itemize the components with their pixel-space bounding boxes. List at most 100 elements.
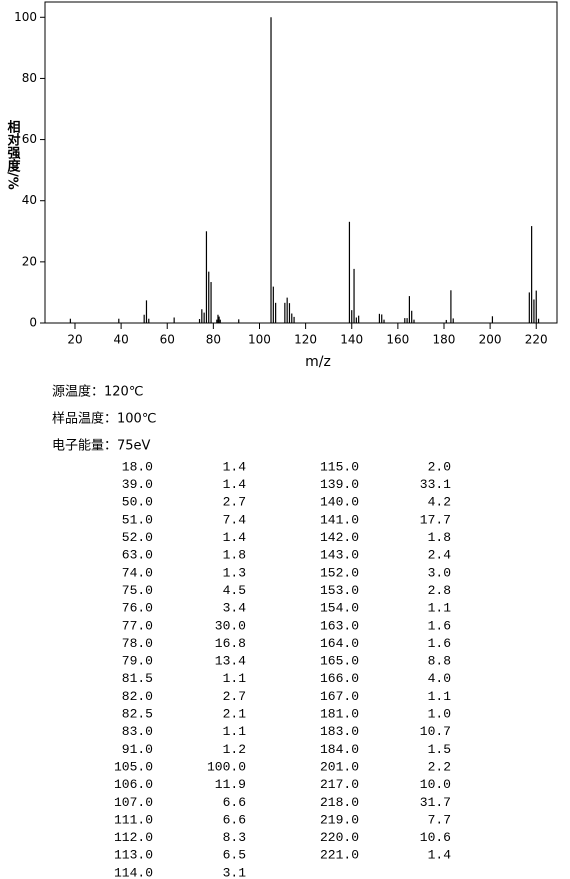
x-tick-label: 160 <box>386 333 409 347</box>
x-tick-label: 220 <box>525 333 548 347</box>
mass: 63.0 <box>122 548 153 563</box>
mass: 165.0 <box>320 654 359 669</box>
x-axis-label: m/z <box>305 354 331 370</box>
mass: 76.0 <box>122 601 153 616</box>
intensity: 1.1 <box>428 689 452 704</box>
intensity: 4.5 <box>223 583 246 598</box>
mass: 218.0 <box>320 795 359 810</box>
x-tick-label: 140 <box>340 333 363 347</box>
mass: 153.0 <box>320 583 359 598</box>
info-line: 样品温度：100℃ <box>52 411 156 427</box>
intensity: 10.6 <box>420 830 451 845</box>
x-tick-label: 80 <box>206 333 221 347</box>
intensity: 2.2 <box>428 759 451 774</box>
mass: 77.0 <box>122 618 153 633</box>
mass: 152.0 <box>320 565 359 580</box>
y-axis-label: 相对强度/% <box>5 119 21 189</box>
mass: 51.0 <box>122 512 153 527</box>
mass: 78.0 <box>122 636 153 651</box>
intensity: 1.3 <box>223 565 246 580</box>
intensity: 1.4 <box>223 530 247 545</box>
intensity: 16.8 <box>215 636 246 651</box>
x-tick-label: 40 <box>113 333 128 347</box>
mass: 154.0 <box>320 601 359 616</box>
mass: 201.0 <box>320 759 359 774</box>
info-line: 电子能量：75eV <box>52 439 151 454</box>
mass: 220.0 <box>320 830 359 845</box>
y-tick-label: 100 <box>14 10 37 24</box>
plot-frame <box>44 1 558 324</box>
mass: 113.0 <box>114 848 153 863</box>
intensity: 1.6 <box>428 636 451 651</box>
mass: 143.0 <box>320 548 359 563</box>
intensity: 6.6 <box>223 812 246 827</box>
info-line: 源温度：120℃ <box>52 384 143 400</box>
intensity: 1.6 <box>428 618 451 633</box>
intensity: 11.9 <box>215 777 246 792</box>
y-tick-label: 40 <box>22 193 37 207</box>
intensity: 1.4 <box>223 477 247 492</box>
intensity: 1.4 <box>223 459 247 474</box>
intensity: 2.8 <box>428 583 451 598</box>
mass: 184.0 <box>320 742 359 757</box>
intensity: 30.0 <box>215 618 246 633</box>
mass: 82.5 <box>122 707 153 722</box>
mass: 91.0 <box>122 742 153 757</box>
intensity: 10.7 <box>420 724 451 739</box>
intensity: 1.8 <box>223 548 246 563</box>
x-tick-label: 20 <box>67 333 82 347</box>
intensity: 1.4 <box>428 848 452 863</box>
mass: 166.0 <box>320 671 359 686</box>
mass: 52.0 <box>122 530 153 545</box>
intensity: 6.5 <box>223 848 246 863</box>
intensity: 33.1 <box>420 477 451 492</box>
intensity: 2.4 <box>428 548 452 563</box>
intensity: 1.2 <box>223 742 246 757</box>
mass: 82.0 <box>122 689 153 704</box>
mass: 181.0 <box>320 707 359 722</box>
mass: 111.0 <box>114 812 153 827</box>
intensity: 1.1 <box>428 601 452 616</box>
mass: 75.0 <box>122 583 153 598</box>
intensity: 2.7 <box>223 689 246 704</box>
mass: 18.0 <box>122 459 153 474</box>
mass: 163.0 <box>320 618 359 633</box>
intensity: 2.0 <box>428 459 451 474</box>
mass: 139.0 <box>320 477 359 492</box>
mass: 219.0 <box>320 812 359 827</box>
mass: 167.0 <box>320 689 359 704</box>
intensity: 17.7 <box>420 512 451 527</box>
mass: 140.0 <box>320 495 359 510</box>
mass: 221.0 <box>320 848 359 863</box>
y-tick-label: 60 <box>22 132 37 146</box>
intensity: 4.2 <box>428 495 451 510</box>
mass: 141.0 <box>320 512 359 527</box>
x-tick-label: 180 <box>433 333 456 347</box>
intensity: 8.3 <box>223 830 246 845</box>
intensity: 3.1 <box>223 865 247 879</box>
x-tick-label: 100 <box>248 333 271 347</box>
intensity: 3.0 <box>428 565 451 580</box>
mass: 112.0 <box>114 830 153 845</box>
intensity: 2.7 <box>223 495 246 510</box>
mass: 164.0 <box>320 636 359 651</box>
mass: 217.0 <box>320 777 359 792</box>
mass: 79.0 <box>122 654 153 669</box>
y-tick-label: 80 <box>22 71 37 85</box>
mass: 142.0 <box>320 530 359 545</box>
mass: 106.0 <box>114 777 153 792</box>
mass: 105.0 <box>114 759 153 774</box>
x-tick-label: 60 <box>160 333 175 347</box>
y-tick-label: 20 <box>22 254 37 268</box>
mass: 107.0 <box>114 795 153 810</box>
intensity: 7.4 <box>223 512 247 527</box>
y-tick-label: 0 <box>29 316 37 330</box>
intensity: 1.8 <box>428 530 451 545</box>
intensity: 31.7 <box>420 795 451 810</box>
intensity: 100.0 <box>207 759 246 774</box>
x-tick-label: 120 <box>294 333 317 347</box>
intensity: 1.0 <box>428 707 451 722</box>
intensity: 13.4 <box>215 654 246 669</box>
mass: 74.0 <box>122 565 153 580</box>
